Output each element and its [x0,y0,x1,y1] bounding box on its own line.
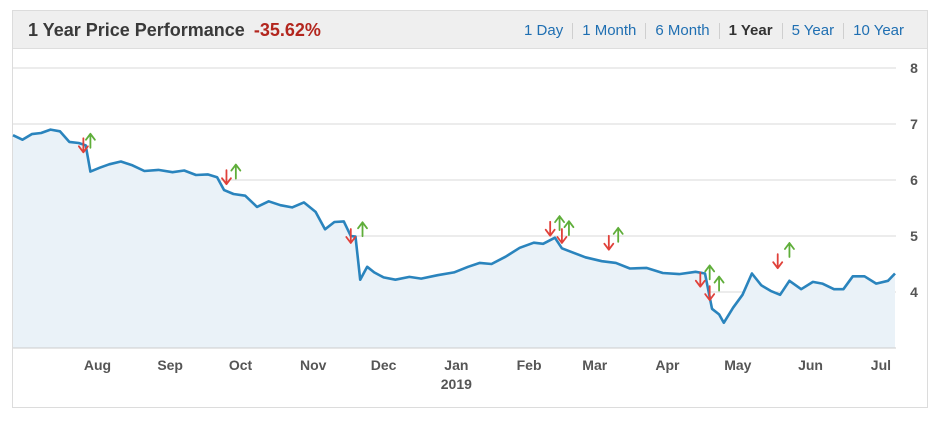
up-arrow-icon-17[interactable] [784,242,795,258]
performance-value: -35.62% [253,20,321,40]
range-10-year[interactable]: 10 Year [843,23,913,39]
up-arrow-icon-7[interactable] [554,215,565,232]
up-arrow-icon-11[interactable] [612,226,624,243]
range-6-month[interactable]: 6 Month [645,23,718,39]
down-arrow-icon-8[interactable] [556,228,568,244]
arrow-glyph [230,163,242,180]
up-arrow-icon-15[interactable] [713,275,725,292]
x-year-label: 2019 [441,376,472,392]
arrow-glyph [556,228,568,244]
x-tick-label-feb: Feb [517,357,542,373]
range-1-month[interactable]: 1 Month [572,23,645,39]
y-tick-label-6: 6 [910,172,918,188]
price-line [12,128,896,325]
down-arrow-icon-14[interactable] [704,285,716,302]
arrow-glyph [554,215,565,232]
y-tick-label-8: 8 [910,60,918,76]
x-tick-label-jul: Jul [871,357,891,373]
y-tick-label-7: 7 [910,116,918,132]
price-area [13,129,895,348]
x-tick-label-sep: Sep [157,357,183,373]
down-arrow-icon-16[interactable] [772,253,784,270]
arrow-glyph [77,137,89,154]
chart-title: 1 Year Price Performance -35.62% [28,20,321,41]
chart-header: 1 Year Price Performance -35.62% 1 Day 1… [13,11,927,49]
x-tick-label-mar: Mar [582,357,607,373]
x-tick-label-may: May [724,357,751,373]
x-tick-label-aug: Aug [84,357,111,373]
up-arrow-icon-5[interactable] [357,221,368,238]
y-tick-label-5: 5 [910,228,918,244]
down-arrow-icon-6[interactable] [544,220,556,237]
arrow-glyph [612,226,624,243]
x-tick-label-nov: Nov [300,357,327,373]
x-tick-label-oct: Oct [229,357,253,373]
up-arrow-icon-13[interactable] [704,264,716,281]
down-arrow-icon-4[interactable] [345,228,357,244]
arrow-glyph [544,220,556,237]
up-arrow-icon-3[interactable] [230,163,242,180]
arrow-glyph [345,228,357,244]
x-tick-label-jan: Jan [444,357,468,373]
arrow-glyph [704,264,716,281]
arrow-glyph [713,275,725,292]
arrow-glyph [563,220,575,237]
range-selector: 1 Day 1 Month 6 Month 1 Year 5 Year 10 Y… [515,23,913,39]
range-1-day[interactable]: 1 Day [524,22,564,39]
arrow-glyph [357,221,368,238]
x-tick-label-jun: Jun [798,357,823,373]
range-5-year[interactable]: 5 Year [781,23,844,39]
down-arrow-icon-12[interactable] [694,271,706,288]
up-arrow-icon-1[interactable] [85,132,96,149]
arrow-glyph [221,169,232,186]
arrow-glyph [772,253,784,270]
arrow-glyph [704,285,716,302]
y-tick-label-4: 4 [910,284,918,300]
arrow-glyph [85,132,96,149]
x-tick-label-dec: Dec [371,357,397,373]
down-arrow-icon-10[interactable] [603,234,615,251]
range-1-year[interactable]: 1 Year [718,23,782,39]
down-arrow-icon-2[interactable] [221,169,232,186]
arrow-glyph [784,242,795,258]
down-arrow-icon-0[interactable] [77,137,89,154]
x-tick-label-apr: Apr [655,357,680,373]
chart-title-text: 1 Year Price Performance [28,20,245,40]
up-arrow-icon-9[interactable] [563,220,575,237]
arrow-glyph [603,234,615,251]
arrow-glyph [694,271,706,288]
